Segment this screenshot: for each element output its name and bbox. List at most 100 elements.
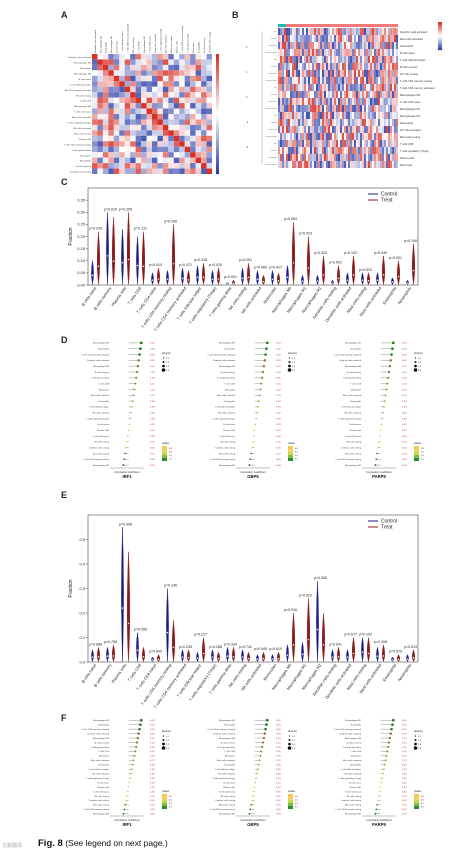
heatmap-b-cell <box>396 133 398 140</box>
lollipop-pvalue: 0.181 <box>276 747 281 749</box>
heatmap-a-cell <box>168 114 174 120</box>
heatmap-a-cell <box>206 86 212 93</box>
heatmap-b-cell <box>290 119 292 126</box>
panel-label-e: E <box>61 490 68 500</box>
heatmap-a-cell <box>179 86 185 93</box>
heatmap-b-cell <box>382 119 384 126</box>
heatmap-b-cell <box>356 154 358 161</box>
heatmap-a-colorbar-segment <box>216 99 219 103</box>
heatmap-b-cell <box>392 98 394 105</box>
heatmap-b-cell <box>282 56 284 63</box>
heatmap-b-cell <box>328 28 330 35</box>
heatmap-b-cell <box>318 63 320 70</box>
y-axis-label: Fraction <box>68 579 74 597</box>
y-tick-label: 0.4 <box>79 561 85 566</box>
lollipop-pvalue: 0.451 <box>150 787 155 789</box>
heatmap-b-cell <box>338 35 340 42</box>
heatmap-b-cell <box>396 119 398 126</box>
lollipop-row-label: Macrophages M0 <box>93 365 110 368</box>
lollipop-dot <box>259 388 262 391</box>
heatmap-a-cell <box>135 70 142 76</box>
heatmap-b-row-label: T cells CD4 memory activated <box>400 86 435 90</box>
pvalue-legend-tick: 0.8 <box>421 448 425 450</box>
heatmap-b-cell <box>376 161 378 168</box>
heatmap-b-row-label: T cells follicular helper <box>400 58 426 62</box>
lollipop-row-label: T cells CD4 memory resting <box>83 808 109 811</box>
heatmap-a-cell <box>179 108 185 114</box>
heatmap-b-cell <box>370 70 372 77</box>
heatmap-a-cell <box>206 168 212 174</box>
lollipop-dot <box>374 464 377 467</box>
heatmap-b-cell <box>312 140 314 147</box>
type-bar-cell <box>374 24 376 27</box>
lollipop-dot <box>138 727 141 731</box>
heatmap-b-cell <box>368 56 370 63</box>
heatmap-b-cell <box>304 161 306 168</box>
violin-median-treat <box>307 267 310 269</box>
heatmap-b-cell <box>282 126 284 133</box>
heatmap-b-cell <box>372 126 374 133</box>
heatmap-b-cell <box>354 98 356 105</box>
heatmap-b-cell <box>306 105 308 112</box>
heatmap-a-cell <box>146 119 152 125</box>
heatmap-a-cell <box>190 124 196 131</box>
heatmap-b-cell <box>388 77 390 84</box>
lollipop-row-label: T cells CD4 naive <box>345 791 362 793</box>
heatmap-b-cell <box>366 77 368 84</box>
heatmap-b-cell <box>364 98 366 105</box>
heatmap-b-cell <box>348 133 350 140</box>
heatmap-a-colorbar-segment <box>216 147 219 151</box>
heatmap-b-cell <box>382 77 384 84</box>
heatmap-b-cell <box>336 98 338 105</box>
lollipop-row-label: Monocytes <box>351 388 361 391</box>
heatmap-a-cell <box>119 124 125 131</box>
heatmap-a-cell <box>206 54 212 60</box>
heatmap-a-cell <box>124 75 131 82</box>
heatmap-b-cell <box>282 77 284 84</box>
lollipop-row-label: Eosinophils <box>98 401 109 403</box>
p-value-label: p=0.268 <box>209 645 222 649</box>
heatmap-b-cell <box>388 112 390 119</box>
lollipop-pvalue: 0.031 <box>150 724 155 726</box>
heatmap-b-cell <box>346 126 348 133</box>
lollipop-pvalue: 0.001 <box>276 343 281 345</box>
heatmap-b-cell <box>384 105 386 112</box>
heatmap-a-cell <box>135 92 142 98</box>
heatmap-a-cell <box>184 146 191 153</box>
heatmap-a-cell <box>157 141 163 147</box>
heatmap-a-col-label: Macrophages M0 <box>110 35 113 53</box>
heatmap-b-cell <box>364 28 366 35</box>
heatmap-b-cell <box>352 154 354 161</box>
heatmap-b-cell <box>346 119 348 126</box>
heatmap-a-cell <box>173 114 180 120</box>
violin-treat <box>112 644 115 663</box>
heatmap-b-cell <box>342 28 344 35</box>
heatmap-a-colorbar-segment <box>216 63 219 67</box>
heatmap-b-cell <box>360 126 362 133</box>
heatmap-b-cell <box>340 133 342 140</box>
heatmap-b-cell <box>382 112 384 119</box>
heatmap-a-cell <box>206 59 212 65</box>
violin-control <box>136 632 139 662</box>
category-label: T cells regulatory (Tregs) <box>188 662 218 702</box>
heatmap-b-cell <box>346 35 348 42</box>
heatmap-a-cell <box>92 168 98 174</box>
category-label: Monocytes <box>262 663 277 682</box>
heatmap-a-cell <box>141 168 147 174</box>
lollipop-dot <box>132 759 135 762</box>
heatmap-b-cell <box>378 119 380 126</box>
violin-median-treat <box>142 656 145 658</box>
heatmap-b-cell <box>302 70 304 77</box>
heatmap-b-cell <box>344 77 346 84</box>
heatmap-b-cell <box>384 133 386 140</box>
lollipop-dot <box>248 812 251 815</box>
heatmap-b-cell <box>388 70 390 77</box>
heatmap-a-cell <box>141 141 147 147</box>
heatmap-b-cell <box>386 154 388 161</box>
heatmap-b-cell <box>342 49 344 56</box>
size-legend-dot <box>287 746 292 750</box>
heatmap-b-cell <box>354 140 356 147</box>
type-bar-cell <box>350 24 352 27</box>
heatmap-b-cell <box>326 70 328 77</box>
lollipop-dot <box>136 365 140 368</box>
